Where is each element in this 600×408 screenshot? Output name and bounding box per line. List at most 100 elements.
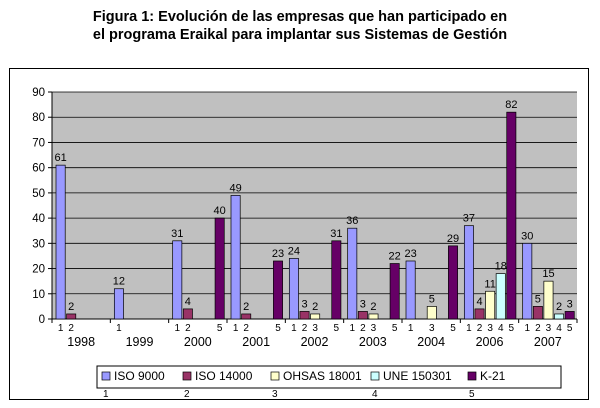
data-label: 24 (288, 245, 300, 257)
bar (532, 306, 543, 320)
bar-code-label: 1 (174, 323, 180, 334)
data-label: 30 (521, 230, 533, 242)
data-label: 15 (542, 268, 554, 280)
legend-label: ISO 14000 (195, 369, 253, 383)
bar-code-label: 2 (243, 323, 249, 334)
bar-code-label: 3 (429, 323, 435, 334)
y-tick-label: 10 (32, 289, 45, 301)
legend-swatch (467, 371, 477, 381)
bar-code-label: 3 (546, 323, 552, 334)
y-tick-label: 70 (32, 137, 45, 149)
data-label: 11 (484, 278, 495, 290)
data-label: 2 (312, 301, 318, 313)
legend-swatch (182, 371, 192, 381)
data-label: 3 (301, 298, 307, 310)
data-label: 4 (476, 296, 482, 308)
bar (485, 290, 496, 320)
chart-title-line-2: el programa Eraikal para implantar sus S… (92, 27, 508, 43)
y-tick-label: 40 (32, 213, 45, 225)
bar-code-label: 2 (477, 323, 483, 334)
data-label: 12 (113, 276, 125, 288)
bar-code-label: 1 (291, 323, 297, 334)
bar-code-label: 5 (392, 323, 398, 334)
bar (357, 311, 368, 320)
bar-code-label: 1 (58, 323, 64, 334)
data-label: 22 (389, 251, 401, 263)
legend-code: 3 (272, 389, 278, 400)
bar-code-label: 3 (487, 323, 493, 334)
bar (495, 273, 506, 320)
y-tick-label: 50 (32, 188, 45, 200)
bar (214, 217, 225, 320)
data-label: 5 (535, 293, 541, 305)
legend-swatch (270, 371, 280, 381)
bar-code-label: 2 (68, 323, 74, 334)
legend-code: 5 (469, 389, 475, 400)
bar-code-label: 5 (450, 323, 456, 334)
legend-code: 4 (372, 389, 378, 400)
y-tick-label: 0 (39, 314, 45, 326)
bar (113, 288, 124, 320)
bar-code-label: 5 (275, 323, 281, 334)
data-label: 23 (404, 248, 416, 260)
bar-code-label: 5 (509, 323, 515, 334)
x-category-label: 1998 (67, 335, 95, 349)
bar-code-label: 2 (185, 323, 191, 334)
plot-area (52, 92, 577, 319)
legend-swatch (101, 371, 111, 381)
bar-code-label: 5 (567, 323, 573, 334)
bar-code-label: 5 (334, 323, 340, 334)
x-category-label: 2002 (301, 335, 329, 349)
bar (426, 306, 437, 320)
data-label: 49 (229, 182, 241, 194)
y-tick-label: 60 (32, 163, 45, 175)
chart-title-line-1: Figura 1: Evolución de las empresas que … (92, 9, 508, 25)
bar (288, 258, 299, 320)
bar (564, 311, 575, 320)
bar (66, 313, 77, 320)
data-label: 3 (360, 298, 366, 310)
bar (474, 308, 485, 320)
x-category-label: 1999 (126, 335, 154, 349)
legend-swatch (370, 371, 380, 381)
data-label: 31 (330, 228, 342, 240)
data-label: 29 (447, 233, 459, 245)
bar (554, 313, 565, 320)
data-label: 40 (214, 205, 226, 217)
legend-label: K-21 (480, 369, 506, 383)
bar-code-label: 4 (498, 323, 504, 334)
y-tick-label: 80 (32, 112, 45, 124)
bar-code-label: 3 (312, 323, 318, 334)
bar-code-label: 5 (217, 323, 223, 334)
y-tick-label: 30 (32, 238, 45, 250)
data-label: 2 (68, 301, 74, 313)
data-label: 5 (429, 293, 435, 305)
y-tick-label: 90 (32, 87, 45, 99)
bar-code-label: 3 (371, 323, 377, 334)
legend-label: UNE 150301 (383, 369, 452, 383)
bar (273, 260, 283, 320)
bar (347, 227, 358, 320)
bar (172, 240, 183, 320)
data-label: 31 (171, 228, 183, 240)
legend-label: OHSAS 18001 (283, 369, 362, 383)
x-category-label: 2001 (242, 335, 270, 349)
data-label: 23 (272, 248, 284, 260)
bar-code-label: 1 (349, 323, 355, 334)
x-category-label: 2000 (184, 335, 212, 349)
data-label: 2 (556, 301, 562, 313)
bar (331, 240, 342, 320)
data-label: 61 (54, 152, 66, 164)
data-label: 3 (567, 298, 573, 310)
bar-code-label: 2 (360, 323, 366, 334)
bar-code-label: 1 (524, 323, 530, 334)
y-tick-label: 20 (32, 264, 45, 276)
data-label: 4 (185, 296, 191, 308)
legend-code: 1 (103, 389, 109, 400)
data-label: 36 (346, 215, 358, 227)
legend-code: 2 (184, 389, 190, 400)
bar-code-label: 1 (116, 323, 122, 334)
bar (543, 280, 554, 320)
bar (368, 313, 379, 320)
